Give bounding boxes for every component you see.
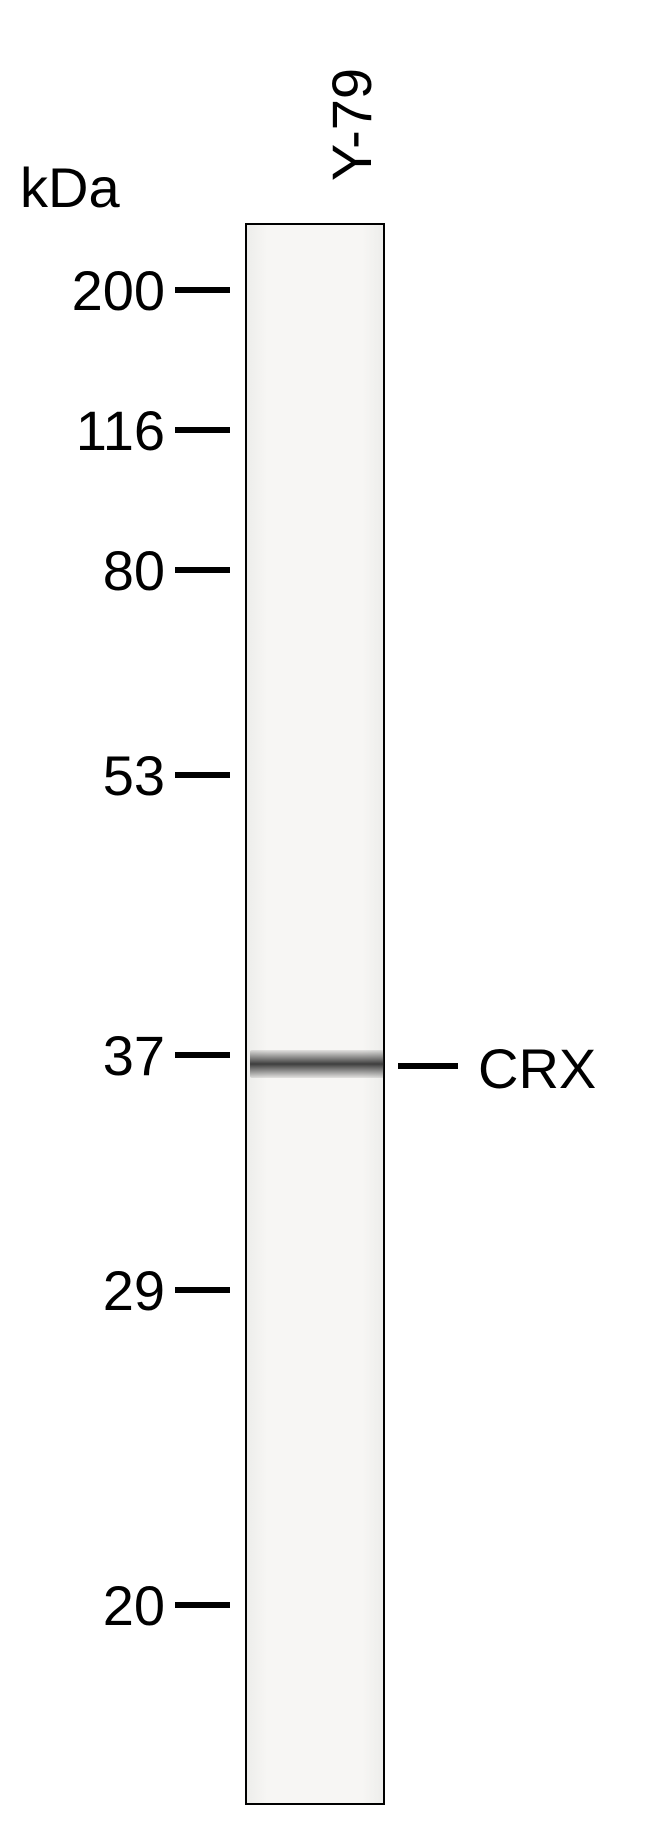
lane-background (247, 225, 383, 1803)
lane-box (245, 223, 385, 1805)
marker-tick-80 (175, 567, 230, 573)
marker-tick-116 (175, 427, 230, 433)
marker-label-116: 116 (76, 398, 165, 463)
marker-label-20: 20 (103, 1573, 165, 1638)
marker-tick-53 (175, 772, 230, 778)
protein-band (250, 1050, 384, 1078)
unit-label: kDa (20, 155, 120, 220)
marker-label-29: 29 (103, 1258, 165, 1323)
band-label: CRX (478, 1036, 596, 1101)
western-blot-figure: kDa Y-79 200 116 80 53 37 29 20 CRX (0, 0, 650, 1835)
marker-label-53: 53 (103, 743, 165, 808)
marker-tick-200 (175, 287, 230, 293)
marker-tick-29 (175, 1287, 230, 1293)
marker-label-200: 200 (72, 258, 165, 323)
band-tick (398, 1063, 458, 1069)
marker-tick-37 (175, 1052, 230, 1058)
marker-tick-20 (175, 1602, 230, 1608)
lane-label: Y-79 (319, 68, 384, 181)
marker-label-80: 80 (103, 538, 165, 603)
marker-label-37: 37 (103, 1023, 165, 1088)
